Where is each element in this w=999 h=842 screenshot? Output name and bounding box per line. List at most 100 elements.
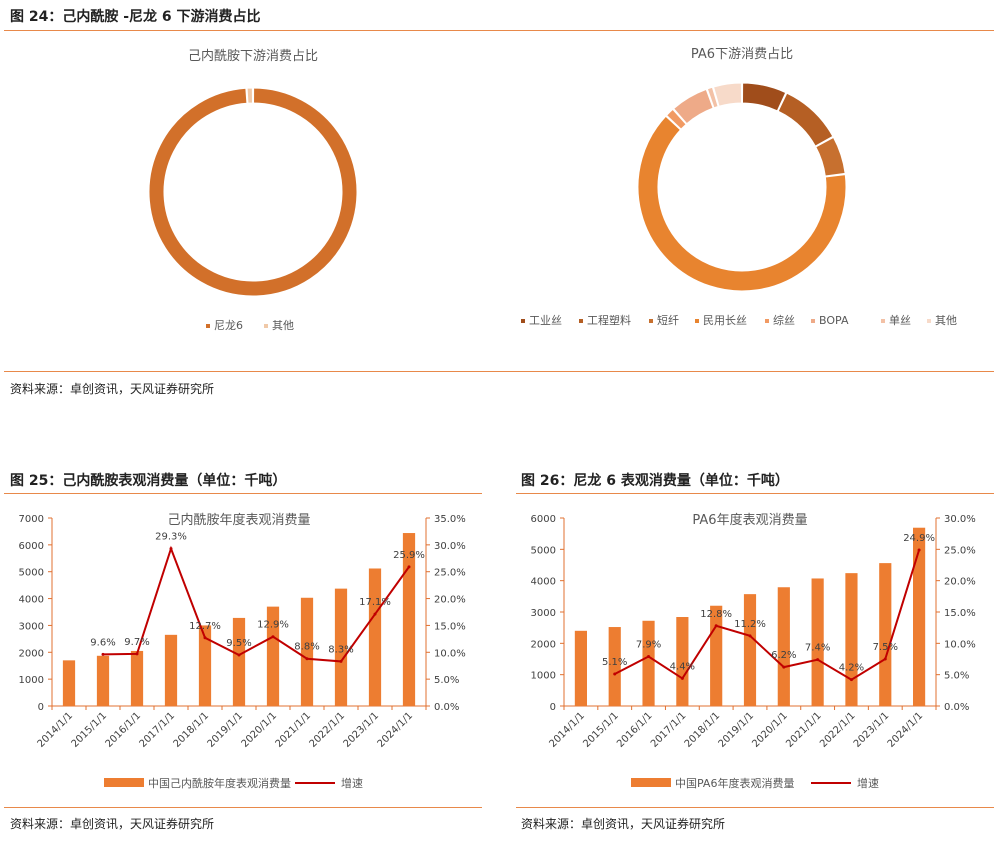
bar-2023/1/1	[368, 568, 382, 706]
legend-label-尼龙6: 尼龙6	[214, 319, 243, 332]
growth-point-2023/1/1	[883, 657, 887, 661]
growth-data-label: 4.4%	[670, 661, 695, 672]
growth-data-label: 4.2%	[839, 663, 864, 674]
legend-marker-单丝	[881, 319, 885, 323]
growth-point-2020/1/1	[271, 635, 275, 639]
left-axis-tick-label: 6000	[531, 514, 556, 525]
legend-bar-marker	[631, 778, 671, 787]
legend-label-其他: 其他	[272, 319, 294, 332]
pie-slice-综丝	[665, 108, 687, 130]
left-axis-tick-label: 1000	[19, 675, 44, 686]
legend-label-工业丝: 工业丝	[529, 314, 562, 327]
x-axis-tick-label: 2020/1/1	[750, 710, 790, 750]
bar-2023/1/1	[879, 563, 892, 706]
growth-data-label: 7.5%	[873, 642, 898, 653]
growth-point-2022/1/1	[849, 678, 853, 682]
right-axis-tick-label: 35.0%	[434, 514, 466, 525]
right-axis-tick-label: 0.0%	[944, 702, 969, 713]
right-axis-tick-label: 10.0%	[944, 639, 976, 650]
figure-25-top-rule	[4, 493, 482, 494]
growth-data-label: 5.1%	[602, 657, 627, 668]
growth-point-2019/1/1	[237, 653, 241, 657]
growth-data-label: 12.9%	[257, 620, 289, 631]
growth-point-2021/1/1	[816, 658, 820, 662]
legend-bar-marker	[104, 778, 144, 787]
legend-label-短纤: 短纤	[657, 313, 679, 327]
legend-label-BOPA: BOPA	[819, 314, 849, 327]
pie-slice-其他	[246, 87, 253, 104]
figure-24-source: 资料来源：卓创资讯，天风证券研究所	[10, 382, 215, 396]
right-axis-tick-label: 25.0%	[434, 568, 466, 579]
growth-line	[102, 545, 410, 663]
legend-label-单丝: 单丝	[889, 314, 911, 327]
figure-25-title: 图 25：己内酰胺表观消费量（单位：千吨）	[10, 473, 287, 489]
legend-marker-民用长丝	[695, 319, 699, 323]
bar-2015/1/1	[608, 627, 621, 706]
growth-data-label: 11.2%	[734, 619, 766, 630]
growth-point-2018/1/1	[714, 624, 718, 628]
bar-2017/1/1	[164, 634, 178, 706]
pie-slice-BOPA	[672, 88, 714, 125]
left-axis-tick-label: 3000	[19, 621, 44, 632]
growth-data-label: 12.7%	[189, 621, 221, 632]
legend-marker-短纤	[649, 319, 653, 323]
legend-bar-label: 中国己内酰胺年度表观消费量	[148, 776, 291, 790]
legend-label-工程塑料: 工程塑料	[587, 313, 631, 327]
x-axis-tick-label: 2015/1/1	[581, 710, 621, 750]
right-axis-tick-label: 0.0%	[434, 702, 459, 713]
right-axis-tick-label: 5.0%	[434, 675, 459, 686]
figure-26-top-rule	[516, 493, 994, 494]
figure-25-bottom-rule	[4, 807, 482, 808]
growth-point-2016/1/1	[135, 652, 139, 656]
growth-point-2022/1/1	[339, 659, 343, 663]
x-axis-tick-label: 2017/1/1	[649, 710, 689, 750]
growth-data-label: 6.2%	[771, 650, 796, 661]
bar-2016/1/1	[130, 650, 144, 706]
right-axis-tick-label: 20.0%	[944, 577, 976, 588]
legend-marker-综丝	[765, 319, 769, 323]
bar-2019/1/1	[743, 594, 757, 706]
x-axis-tick-label: 2019/1/1	[717, 710, 757, 750]
pie-slice-民用长丝	[637, 115, 847, 292]
figure-24-title: 图 24：己内酰胺 -尼龙 6 下游消费占比	[10, 9, 261, 25]
growth-data-label: 9.5%	[226, 638, 251, 649]
bar-2024/1/1	[402, 533, 416, 706]
x-axis-tick-label: 2023/1/1	[852, 710, 892, 750]
legend-label-民用长丝: 民用长丝	[703, 314, 747, 327]
bar-2015/1/1	[96, 655, 110, 706]
legend-marker-其他	[927, 319, 931, 323]
bar-2014/1/1	[62, 660, 76, 706]
growth-data-label: 7.4%	[805, 643, 830, 654]
growth-point-2019/1/1	[748, 634, 752, 638]
left-axis-tick-label: 4000	[531, 577, 556, 588]
chart-title: 己内酰胺年度表观消费量	[167, 512, 310, 528]
pie-slice-单丝	[706, 86, 719, 109]
bar-2021/1/1	[300, 597, 314, 706]
growth-data-label: 7.9%	[636, 639, 661, 650]
growth-point-2017/1/1	[169, 547, 173, 551]
growth-point-2024/1/1	[917, 548, 921, 552]
figure-26-source: 资料来源：卓创资讯，天风证券研究所	[521, 817, 726, 831]
growth-data-label: 9.6%	[90, 637, 115, 648]
legend-line-label: 增速	[857, 776, 879, 790]
growth-point-2015/1/1	[101, 652, 105, 656]
bar-2014/1/1	[574, 630, 587, 706]
growth-data-label: 8.8%	[294, 642, 319, 653]
right-axis-tick-label: 30.0%	[944, 514, 976, 525]
pie-slice-尼龙6	[148, 87, 358, 297]
growth-point-2021/1/1	[305, 657, 309, 661]
figure-26-title: 图 26：尼龙 6 表观消费量（单位：千吨）	[521, 473, 789, 489]
figure-24-top-rule	[4, 30, 994, 31]
figure-25-source: 资料来源：卓创资讯，天风证券研究所	[10, 817, 215, 831]
legend-marker-工业丝	[521, 319, 525, 323]
pie-slice-短纤	[815, 136, 846, 177]
left-axis-tick-label: 6000	[19, 541, 44, 552]
growth-data-label: 24.9%	[903, 533, 935, 544]
growth-point-2017/1/1	[680, 676, 684, 680]
chart-title: 己内酰胺下游消费占比	[188, 48, 318, 64]
left-axis-tick-label: 1000	[531, 671, 556, 682]
bar-2024/1/1	[913, 527, 926, 706]
right-axis-tick-label: 15.0%	[434, 621, 466, 632]
